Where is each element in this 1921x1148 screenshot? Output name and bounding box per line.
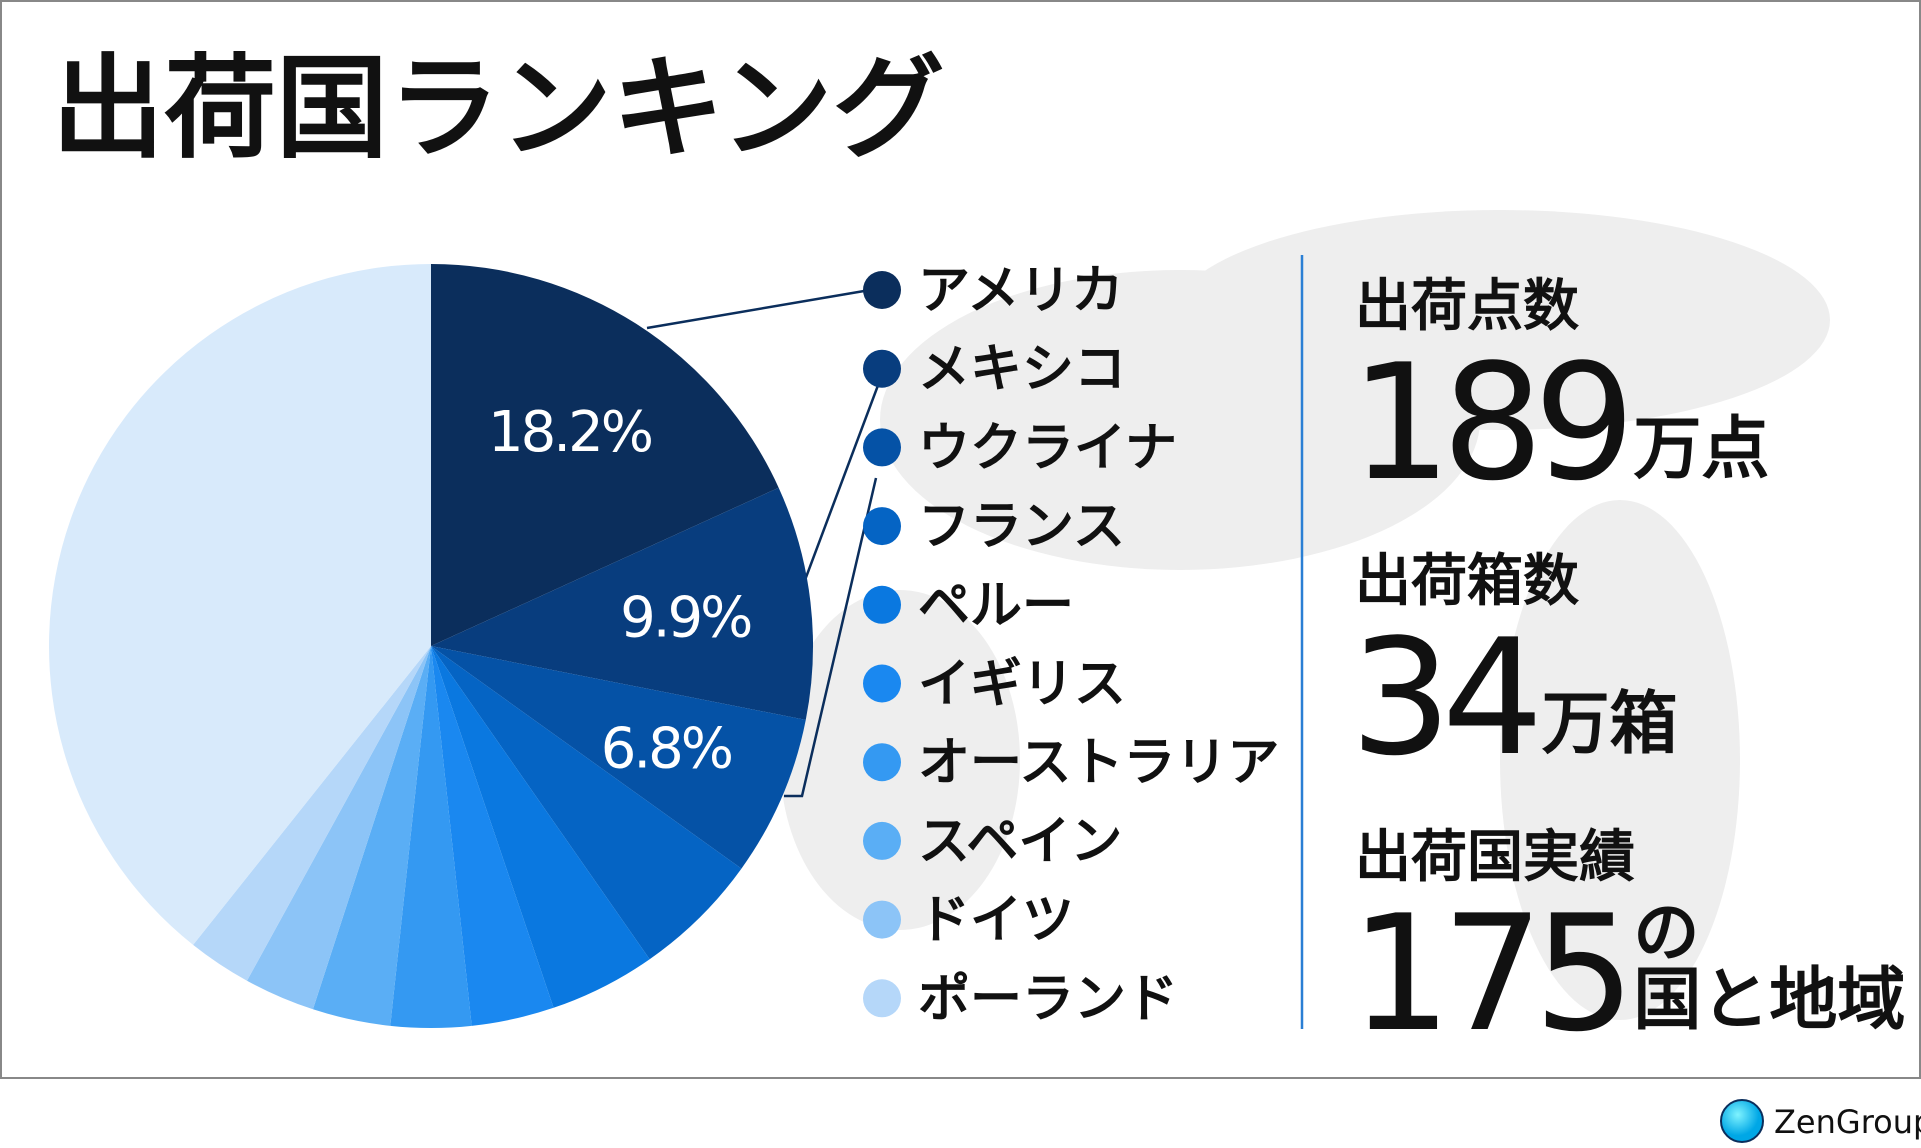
data-label: 9.9% bbox=[620, 585, 751, 650]
stat-label: 出荷国実績 bbox=[1355, 825, 1635, 890]
legend-label: スペイン bbox=[918, 812, 1122, 872]
pie-slice bbox=[431, 264, 779, 646]
legend-swatch bbox=[863, 585, 901, 624]
pie-slice bbox=[431, 646, 650, 1008]
stat-unit: 万箱 bbox=[1542, 685, 1678, 764]
legend-swatch bbox=[863, 507, 901, 546]
pie-slice bbox=[431, 646, 554, 1026]
data-label: 6.8% bbox=[601, 717, 732, 782]
chart-title: 出荷国ランキング bbox=[52, 44, 945, 174]
stat-unit: 国と地域 bbox=[1633, 961, 1905, 1040]
stat-value: 189 bbox=[1350, 329, 1625, 516]
stat-label: 出荷箱数 bbox=[1355, 549, 1579, 614]
legend-label: ペルー bbox=[918, 576, 1074, 636]
legend-swatch bbox=[863, 900, 901, 939]
legend-swatch bbox=[863, 271, 901, 309]
logo-icon bbox=[1720, 1099, 1764, 1143]
stat-label: 出荷点数 bbox=[1355, 274, 1579, 339]
legend-label: メキシコ bbox=[918, 340, 1126, 400]
stat-value: 34 bbox=[1350, 604, 1535, 791]
leader-lines bbox=[646, 288, 882, 798]
legend-swatch bbox=[863, 664, 901, 703]
pie-slice bbox=[312, 646, 431, 1026]
legend-swatch bbox=[863, 821, 901, 860]
legend-swatch bbox=[863, 428, 901, 467]
brand: ZenGroup bbox=[1774, 1103, 1921, 1141]
pie-slice bbox=[193, 646, 431, 981]
map-background bbox=[780, 210, 1830, 1020]
stat-unit-top: の bbox=[1633, 894, 1699, 971]
stat-unit: 万点 bbox=[1633, 410, 1769, 489]
legend-label: フランス bbox=[918, 497, 1125, 557]
data-label: 18.2% bbox=[488, 400, 652, 465]
legend-label: アメリカ bbox=[918, 261, 1123, 321]
legend-label: ウクライナ bbox=[918, 418, 1177, 478]
legend-label: ドイツ bbox=[918, 891, 1074, 951]
pie-slice bbox=[48, 264, 432, 945]
legend-label: オーストラリア bbox=[918, 733, 1279, 793]
legend-swatch bbox=[863, 743, 901, 782]
legend-swatch bbox=[863, 349, 901, 388]
pie-slice bbox=[390, 646, 472, 1028]
pie-slice bbox=[246, 646, 431, 1010]
stat-value: 175 bbox=[1350, 880, 1625, 1067]
legend-swatch bbox=[863, 979, 901, 1018]
legend-label: イギリス bbox=[918, 655, 1126, 715]
legend-label: ポーランド bbox=[918, 969, 1178, 1029]
pie-slice bbox=[431, 646, 806, 869]
pie-slice bbox=[431, 487, 813, 720]
pie-slice bbox=[431, 646, 742, 960]
